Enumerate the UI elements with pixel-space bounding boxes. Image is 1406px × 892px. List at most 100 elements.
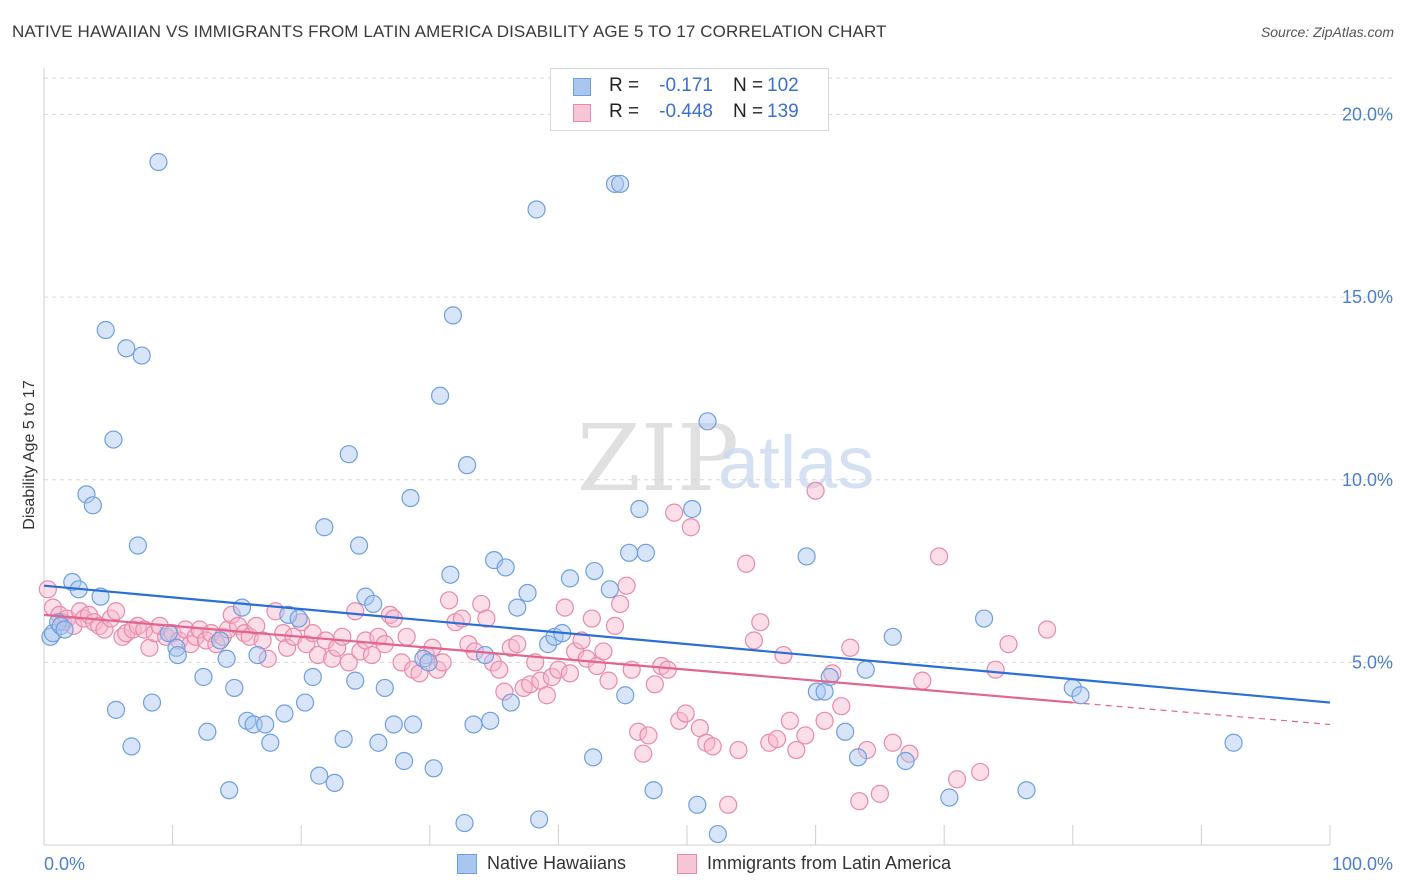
y-axis-title: Disability Age 5 to 17 — [21, 380, 38, 530]
latin-america-point — [832, 697, 851, 716]
native-hawaiian-point — [364, 594, 383, 614]
native-hawaiian-point — [198, 722, 217, 741]
latin-america-point — [780, 711, 799, 730]
native-hawaiian-point — [560, 569, 580, 588]
latin-america-point — [439, 591, 459, 610]
native-hawaiian-point — [600, 580, 619, 599]
latin-america-point — [658, 660, 677, 679]
source-label: Source: ZipAtlas.com — [1260, 24, 1394, 40]
native-hawaiian-point — [605, 174, 625, 194]
latin-america-point — [106, 602, 126, 621]
latin-america-point — [744, 631, 763, 650]
latin-america-point — [572, 631, 591, 650]
chart-title: NATIVE HAWAIIAN VS IMMIGRANTS FROM LATIN… — [12, 22, 887, 41]
latin-america-point — [971, 762, 990, 782]
native-hawaiian-point — [616, 686, 635, 705]
latin-america-point — [870, 784, 890, 803]
native-hawaiian-point — [508, 598, 527, 617]
native-hawaiian-point — [688, 795, 707, 814]
legend-r-label: R = — [609, 75, 640, 96]
native-hawaiian-point — [443, 306, 463, 325]
native-hawaiian-point — [896, 751, 915, 771]
legend-r-label: R = — [609, 101, 640, 122]
y-tick-label: 10.0% — [1342, 470, 1393, 490]
native-hawaiian-point — [856, 660, 875, 679]
latin-america-point — [495, 682, 514, 701]
latin-america-point — [542, 667, 562, 687]
latin-america-point — [274, 624, 293, 643]
native-hawaiian-point — [807, 682, 826, 701]
native-hawaiian-point — [96, 320, 115, 340]
trend-line-latin-extension — [1072, 701, 1331, 726]
native-hawaiian-point — [91, 587, 110, 606]
trend-line-latin — [43, 613, 1073, 704]
latin-america-point — [665, 503, 684, 522]
latin-america-point — [883, 733, 902, 752]
native-hawaiian-point — [527, 200, 546, 219]
native-hawaiian-point — [339, 445, 358, 464]
latin-america-point — [222, 605, 241, 625]
native-hawaiian-point — [369, 733, 388, 752]
native-hawaiian-point — [539, 635, 558, 654]
legend-swatch-native — [573, 78, 591, 96]
native-hawaiian-point — [275, 704, 294, 723]
legend-n-value: 102 — [767, 75, 799, 96]
latin-america-point — [346, 602, 365, 621]
latin-america-point — [719, 795, 738, 814]
legend-swatch-latin — [677, 854, 697, 874]
latin-america-point — [751, 613, 770, 632]
latin-america-point — [947, 770, 967, 789]
native-hawaiian-point — [122, 737, 141, 756]
native-hawaiian-point — [334, 729, 353, 749]
native-hawaiian-point — [142, 693, 162, 712]
correlation-legend: R = -0.171 N = 102 R = -0.448 N = 139 — [550, 68, 829, 131]
native-hawaiian-point — [883, 627, 902, 646]
native-hawaiian-point — [128, 536, 147, 555]
latin-america-point — [986, 660, 1005, 679]
native-hawaiian-point — [636, 543, 655, 562]
latin-america-point — [333, 627, 352, 646]
latin-america-point — [796, 726, 815, 745]
latin-america-point — [605, 616, 625, 635]
latin-america-point — [611, 594, 630, 614]
native-hawaiian-point — [325, 773, 344, 793]
latin-america-point — [258, 649, 277, 668]
y-tick-label: 15.0% — [1342, 287, 1393, 307]
latin-america-point — [135, 620, 154, 639]
native-hawaiian-point — [194, 667, 213, 687]
y-tick-label: 20.0% — [1342, 105, 1393, 125]
latin-america-point — [490, 660, 509, 679]
legend-n-value: 139 — [767, 101, 799, 122]
y-tick-labels: 5.0% 10.0% 15.0% 20.0% — [1342, 105, 1393, 673]
latin-america-point — [767, 729, 787, 749]
native-hawaiian-point — [225, 678, 244, 698]
native-hawaiian-point — [836, 722, 855, 741]
native-hawaiian-point — [168, 645, 187, 665]
native-hawaiian-point — [117, 339, 136, 358]
latin-america-point — [277, 638, 297, 657]
y-tick-label: 5.0% — [1352, 652, 1393, 672]
legend-n-label: N = — [733, 75, 764, 96]
native-hawaiian-point — [211, 631, 230, 650]
native-hawaiian-point — [279, 605, 298, 625]
native-hawaiian-point — [630, 499, 649, 519]
latin-america-point — [369, 627, 388, 646]
legend-r-value: -0.448 — [659, 101, 713, 122]
latin-america-point — [806, 481, 825, 500]
native-hawaiian-point — [585, 561, 604, 581]
native-hawaiian-point — [248, 645, 267, 665]
native-hawaiian-point — [149, 152, 168, 172]
native-hawaiian-point — [375, 678, 394, 698]
latin-america-point — [555, 598, 574, 617]
native-hawaiian-point — [295, 693, 315, 712]
native-hawaiian-point — [1017, 781, 1036, 800]
latin-america-point — [629, 722, 648, 741]
latin-america-point — [308, 645, 328, 665]
watermark-zip: ZIP — [577, 405, 739, 512]
native-hawaiian-point — [940, 788, 959, 807]
latin-america-point — [459, 635, 478, 654]
native-hawaiian-point — [584, 748, 603, 767]
latin-america-point — [670, 711, 689, 730]
latin-america-point — [850, 792, 869, 811]
